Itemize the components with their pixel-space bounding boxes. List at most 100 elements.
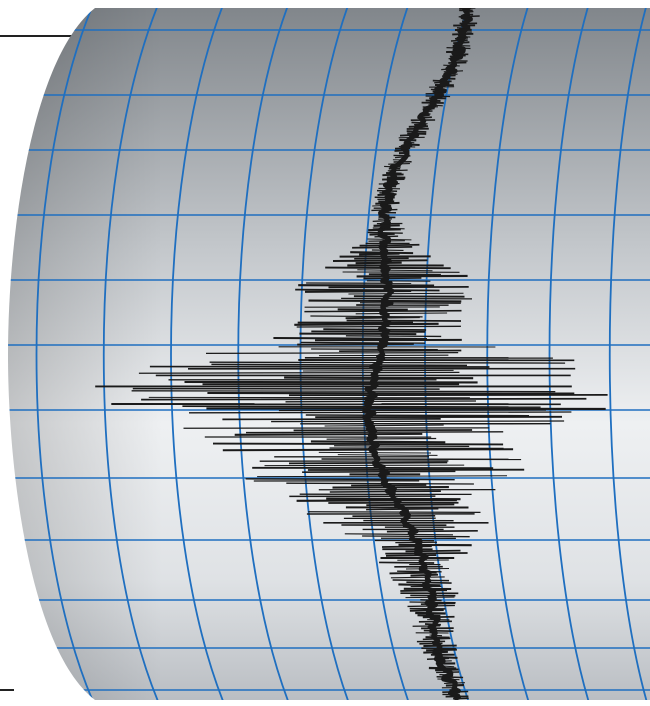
trace-spike — [444, 682, 465, 684]
trace-spike — [386, 172, 402, 175]
trace-spike — [372, 219, 391, 223]
trace-spike — [366, 508, 439, 511]
trace-spike — [407, 132, 427, 135]
trace-spike — [332, 486, 449, 489]
trace-spike — [318, 451, 432, 454]
trace-spike — [273, 337, 428, 340]
trace-spike — [414, 123, 428, 126]
trace-spike — [359, 243, 420, 247]
trace-spike — [359, 252, 400, 256]
trace-spike — [297, 342, 414, 346]
trace-spike — [212, 442, 504, 446]
trace-spike — [264, 464, 465, 467]
grid-curved-line — [35, 8, 96, 700]
trace-spike — [458, 36, 471, 38]
trace-spike — [188, 411, 572, 414]
trace-spike — [377, 193, 397, 196]
grid-curved-line — [486, 8, 531, 700]
trace-spike — [132, 387, 440, 390]
trace-spike — [449, 689, 461, 692]
trace-spike — [332, 259, 428, 262]
trace-spike — [355, 312, 448, 315]
trace-spike — [405, 549, 461, 553]
trace-spike — [385, 554, 437, 557]
trace-spike — [345, 316, 420, 320]
trace-spike — [368, 273, 441, 276]
trace-spike — [388, 163, 410, 165]
trace-spike — [417, 116, 432, 119]
trace-spike — [345, 335, 442, 338]
trace-spike — [288, 461, 448, 465]
trace-spike — [405, 141, 415, 144]
trace-spike — [278, 409, 547, 412]
trace-spike — [449, 54, 466, 58]
grid-curved-line — [102, 8, 161, 700]
trace-spike — [245, 478, 455, 481]
trace-spike — [382, 178, 405, 181]
trace-spike — [398, 583, 441, 587]
trace-spike — [245, 431, 504, 434]
trace-spike — [406, 130, 427, 133]
trace-spike — [369, 232, 395, 236]
trace-spike — [374, 196, 395, 199]
trace-spike — [378, 214, 390, 217]
trace-spike — [372, 204, 392, 207]
trace-spike — [299, 332, 417, 336]
trace-spike — [311, 348, 438, 351]
trace-spike — [384, 165, 401, 168]
trace-spike — [437, 678, 460, 681]
trace-spike — [453, 697, 469, 700]
trace-spike — [368, 228, 401, 232]
trace-spike — [385, 552, 468, 555]
trace-spike — [209, 361, 566, 364]
trace-spike — [423, 629, 454, 632]
trace-spike — [445, 684, 465, 687]
trace-spike — [367, 231, 403, 234]
trace-spike — [366, 503, 455, 507]
trace-spike — [373, 224, 400, 227]
trace-spike — [464, 10, 474, 14]
trace-spike — [341, 297, 473, 300]
trace-spike — [285, 400, 477, 403]
trace-spike — [206, 407, 606, 410]
trace-spike — [354, 257, 409, 260]
trace-spike — [434, 81, 448, 84]
trace-spike — [382, 173, 404, 177]
trace-spike — [344, 533, 454, 536]
trace-spike — [399, 133, 417, 137]
trace-spike — [446, 46, 471, 50]
trace-spike — [403, 143, 420, 146]
trace-spike — [323, 328, 427, 331]
trace-spike — [393, 154, 411, 157]
trace-spike — [271, 420, 565, 423]
trace-spike — [339, 349, 462, 353]
trace-spike — [426, 648, 457, 652]
trace-spike — [379, 561, 435, 564]
grid-curved-line — [170, 8, 226, 700]
trace-spike — [295, 288, 440, 292]
trace-spike — [424, 623, 441, 626]
trace-spike — [452, 48, 466, 52]
trace-spike — [408, 125, 429, 128]
grid-curved-line — [237, 8, 291, 700]
trace-spike — [417, 614, 441, 618]
trace-spike — [422, 615, 455, 619]
grid-curved-line — [299, 8, 351, 700]
trace-spike — [435, 668, 459, 672]
trace-spike — [374, 235, 399, 238]
trace-spike — [355, 261, 402, 265]
trace-spike — [428, 104, 443, 107]
trace-spike — [324, 424, 444, 427]
trace-spike — [207, 391, 575, 395]
trace-spike — [400, 589, 448, 592]
trace-spike — [326, 437, 437, 440]
trace-spike — [429, 86, 455, 88]
trace-spike — [429, 634, 443, 637]
trace-spike — [418, 620, 452, 623]
trace-spike — [362, 535, 470, 538]
trace-spike — [438, 665, 455, 668]
trace-spike — [442, 74, 456, 77]
trace-spike — [138, 371, 460, 374]
